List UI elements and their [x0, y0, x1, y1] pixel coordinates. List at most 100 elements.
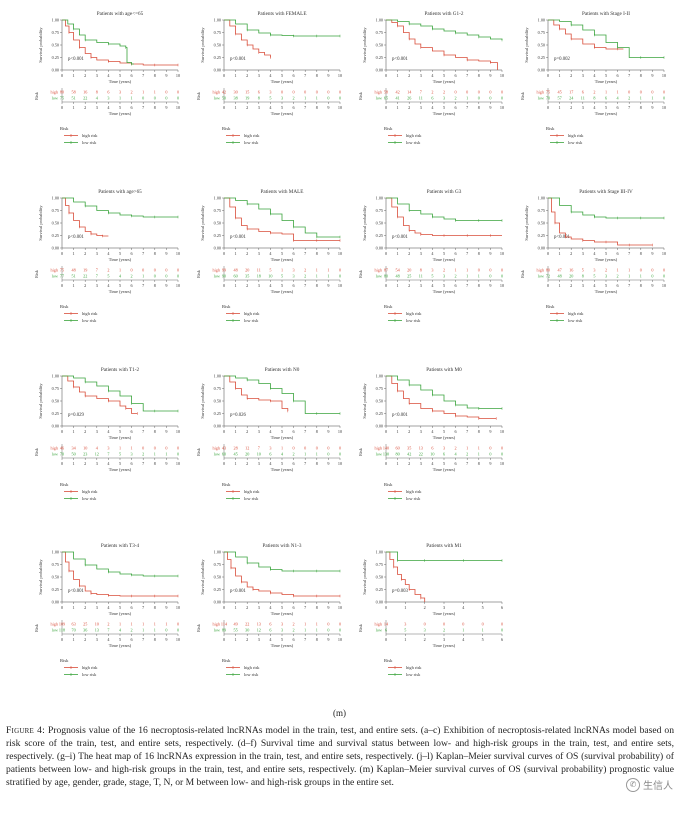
risk-count-high: 80: [60, 90, 64, 95]
x-tick-label: 1: [404, 605, 406, 610]
x-tick-label: 2: [570, 73, 572, 78]
x-tick-label: 1: [397, 73, 399, 78]
risk-count-high: 1: [455, 268, 457, 273]
km-panel-8: Patients with T1-20.000.250.500.751.000 1…: [34, 367, 180, 501]
risk-x-tick-label: 6: [131, 637, 133, 642]
risk-x-tick-label: 8: [640, 105, 642, 110]
risk-axis-label: Risk: [358, 91, 363, 100]
risk-x-tick-label: 1: [73, 637, 75, 642]
y-tick-label: 0.50: [214, 399, 221, 404]
risk-count-high: 1: [466, 446, 468, 451]
risk-count-low: 26: [407, 96, 411, 101]
risk-x-tick-label: 7: [628, 105, 630, 110]
x-tick-label: 0: [223, 605, 225, 610]
risk-row-label-high: high: [213, 268, 221, 273]
risk-count-high: 0: [316, 90, 318, 95]
x-axis-label: Time (years): [109, 611, 132, 616]
risk-x-tick-label: 1: [73, 461, 75, 466]
risk-count-high: 0: [663, 268, 665, 273]
p-value: p=0.029: [68, 413, 84, 418]
curve-low-risk: [224, 197, 340, 238]
risk-count-low: 2: [293, 96, 295, 101]
risk-count-low: 6: [385, 628, 387, 633]
risk-count-high: 0: [462, 622, 464, 627]
risk-count-high: 2: [593, 90, 595, 95]
risk-count-low: 1: [462, 628, 464, 633]
risk-count-high: 25: [83, 622, 87, 627]
risk-x-axis-label: Time (years): [109, 643, 132, 648]
risk-count-low: 1: [165, 452, 167, 457]
risk-count-high: 2: [304, 268, 306, 273]
risk-count-high: 0: [327, 622, 329, 627]
risk-count-high: 1: [119, 622, 121, 627]
x-tick-label: 7: [304, 605, 306, 610]
risk-axis-label: Risk: [358, 447, 363, 456]
legend-low-label: low risk: [568, 140, 583, 145]
risk-count-high: 3: [593, 268, 595, 273]
x-tick-label: 3: [420, 73, 422, 78]
risk-count-low: 42: [407, 452, 411, 457]
risk-count-low: 0: [489, 96, 491, 101]
risk-x-tick-label: 10: [662, 283, 666, 288]
risk-x-axis-label: Time (years): [595, 289, 618, 294]
x-tick-label: 10: [338, 429, 342, 434]
risk-count-high: 35: [407, 446, 411, 451]
x-tick-label: 7: [142, 605, 144, 610]
risk-x-tick-label: 1: [404, 637, 406, 642]
risk-row-label-low: low: [214, 274, 220, 279]
risk-count-high: 0: [489, 90, 491, 95]
risk-x-tick-label: 3: [258, 105, 260, 110]
risk-count-low: 1: [640, 96, 642, 101]
risk-count-low: 4: [455, 452, 458, 457]
risk-x-tick-label: 1: [235, 283, 237, 288]
risk-count-high: 0: [640, 268, 642, 273]
y-axis-label: Survival probability: [200, 383, 205, 419]
risk-count-low: 2: [293, 452, 295, 457]
risk-x-tick-label: 2: [570, 283, 572, 288]
legend-low-label: low risk: [244, 318, 259, 323]
risk-count-low: 8: [258, 96, 260, 101]
risk-x-tick-label: 2: [424, 637, 426, 642]
risk-count-high: 2: [431, 90, 433, 95]
wechat-icon: ✆: [626, 777, 640, 792]
risk-row-label-low: low: [376, 96, 382, 101]
x-tick-label: 0: [223, 429, 225, 434]
curve-low-risk: [386, 19, 503, 40]
risk-x-tick-label: 2: [408, 461, 410, 466]
x-tick-label: 6: [131, 73, 133, 78]
risk-count-low: 48: [558, 274, 562, 279]
risk-count-low: 38: [234, 96, 238, 101]
risk-x-tick-label: 0: [547, 283, 549, 288]
risk-x-tick-label: 8: [640, 283, 642, 288]
risk-x-tick-label: 4: [593, 105, 596, 110]
y-axis-label: Survival probability: [38, 559, 43, 595]
legend-high-label: high risk: [406, 665, 422, 670]
risk-count-low: 0: [177, 628, 179, 633]
y-tick-label: 1.00: [376, 374, 383, 379]
risk-count-low: 4: [617, 96, 620, 101]
risk-count-high: 17: [569, 90, 573, 95]
risk-count-high: 0: [478, 90, 480, 95]
y-tick-label: 1.00: [214, 196, 221, 201]
risk-count-low: 0: [327, 96, 329, 101]
x-tick-label: 2: [84, 73, 86, 78]
risk-row-label-high: high: [213, 622, 221, 627]
risk-count-high: 10: [83, 446, 87, 451]
risk-count-low: 0: [501, 274, 503, 279]
risk-x-tick-label: 10: [338, 283, 342, 288]
risk-x-tick-label: 5: [281, 283, 283, 288]
y-tick-label: 0.00: [376, 68, 383, 73]
risk-count-high: 0: [154, 446, 156, 451]
x-tick-label: 8: [154, 429, 156, 434]
risk-count-high: 5: [269, 268, 271, 273]
risk-count-low: 5: [269, 96, 271, 101]
legend-high-label: high risk: [82, 133, 98, 138]
y-tick-label: 1.00: [376, 196, 383, 201]
y-tick-label: 0.75: [52, 208, 59, 213]
y-tick-label: 0.25: [214, 233, 221, 238]
curve-low-risk: [548, 19, 664, 58]
x-tick-label: 1: [73, 73, 75, 78]
risk-x-tick-label: 2: [84, 637, 86, 642]
risk-x-tick-label: 4: [269, 461, 272, 466]
x-tick-label: 7: [142, 429, 144, 434]
